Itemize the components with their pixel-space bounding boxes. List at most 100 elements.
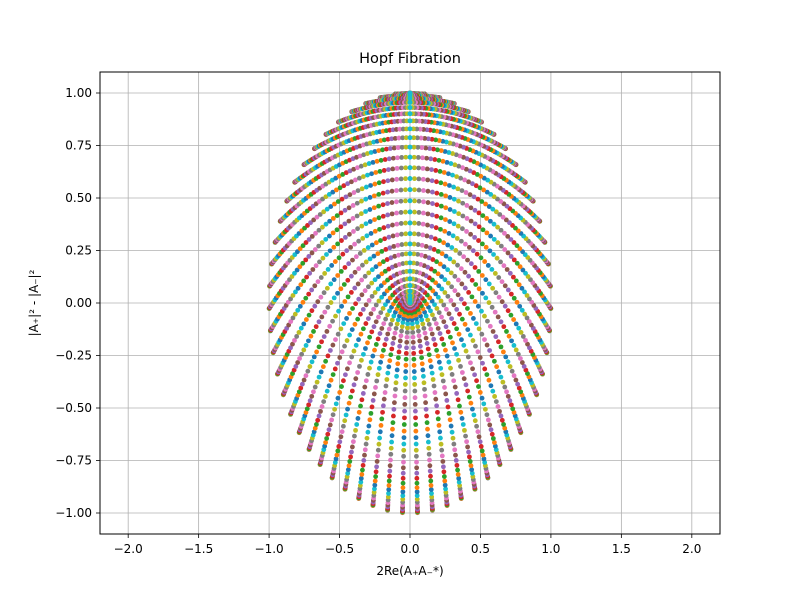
data-point: [517, 264, 523, 270]
data-point: [385, 212, 391, 218]
data-point: [414, 493, 420, 499]
data-point: [484, 189, 490, 195]
data-point: [436, 283, 442, 289]
data-point: [467, 459, 473, 464]
data-point: [342, 221, 348, 227]
data-point: [322, 309, 328, 315]
data-point: [290, 293, 296, 298]
data-point: [314, 214, 320, 220]
data-point: [362, 452, 367, 458]
data-point: [468, 463, 474, 469]
data-point: [500, 214, 506, 220]
data-point: [350, 306, 355, 311]
data-point: [398, 210, 404, 215]
data-point: [423, 145, 429, 151]
data-point: [417, 126, 423, 132]
data-point: [424, 233, 430, 239]
data-point: [388, 321, 394, 327]
data-point: [320, 255, 326, 261]
data-point: [451, 221, 457, 227]
data-point: [498, 374, 504, 380]
data-point: [316, 243, 322, 249]
data-point: [307, 398, 313, 404]
data-point: [410, 330, 416, 335]
data-point: [407, 154, 413, 160]
data-point: [491, 236, 497, 242]
data-point: [389, 439, 395, 445]
data-point: [315, 279, 321, 285]
data-point: [378, 238, 383, 243]
data-point: [356, 296, 362, 302]
data-point: [335, 448, 341, 454]
data-point: [431, 247, 437, 252]
data-point: [400, 319, 406, 325]
data-point: [286, 322, 292, 328]
data-point: [394, 373, 399, 379]
data-point: [472, 207, 478, 213]
data-point: [363, 209, 369, 214]
data-point: [506, 333, 512, 339]
data-point: [395, 145, 401, 151]
data-point: [375, 453, 381, 459]
data-point: [424, 166, 430, 172]
data-point: [321, 334, 327, 340]
data-point: [505, 233, 511, 239]
data-point: [342, 299, 348, 304]
data-point: [333, 337, 338, 342]
data-point: [303, 373, 309, 379]
data-point: [495, 314, 501, 320]
data-point: [488, 383, 494, 389]
data-point: [317, 259, 322, 265]
data-point: [301, 377, 307, 383]
data-point: [344, 316, 349, 321]
data-point: [414, 470, 420, 476]
data-point: [347, 459, 353, 464]
data-point: [324, 436, 330, 441]
data-point: [407, 144, 413, 150]
data-point: [431, 383, 437, 389]
data-point: [426, 321, 432, 327]
data-point: [352, 433, 357, 439]
x-tick-label: −1.5: [184, 542, 213, 556]
data-point: [394, 232, 400, 238]
data-point: [371, 306, 376, 312]
data-point: [389, 200, 395, 205]
data-points: [266, 90, 554, 516]
data-point: [349, 449, 354, 455]
data-point: [457, 153, 463, 159]
data-point: [414, 319, 420, 325]
data-point: [495, 224, 500, 230]
data-point: [456, 479, 462, 485]
data-point: [455, 471, 461, 477]
data-point: [374, 464, 379, 470]
data-point: [312, 425, 318, 431]
data-point: [349, 354, 355, 360]
data-point: [381, 225, 387, 231]
data-point: [356, 175, 362, 181]
data-point: [397, 338, 403, 344]
data-point: [415, 242, 421, 247]
data-point: [484, 230, 490, 236]
data-point: [394, 210, 399, 216]
data-point: [375, 447, 381, 453]
data-point: [438, 215, 444, 221]
data-point: [451, 321, 457, 326]
data-point: [407, 99, 413, 105]
data-point: [361, 152, 367, 158]
data-point: [404, 334, 410, 340]
data-point: [456, 331, 462, 337]
data-point: [451, 378, 457, 384]
data-point: [514, 260, 520, 266]
data-point: [433, 321, 439, 327]
data-point: [494, 255, 500, 261]
data-point: [363, 259, 369, 265]
data-point: [438, 226, 443, 232]
data-point: [414, 496, 420, 502]
data-point: [459, 188, 465, 193]
data-point: [434, 202, 440, 208]
data-point: [425, 222, 430, 228]
data-point: [452, 288, 458, 294]
data-point: [490, 388, 496, 394]
data-point: [433, 280, 439, 286]
data-point: [349, 179, 354, 185]
